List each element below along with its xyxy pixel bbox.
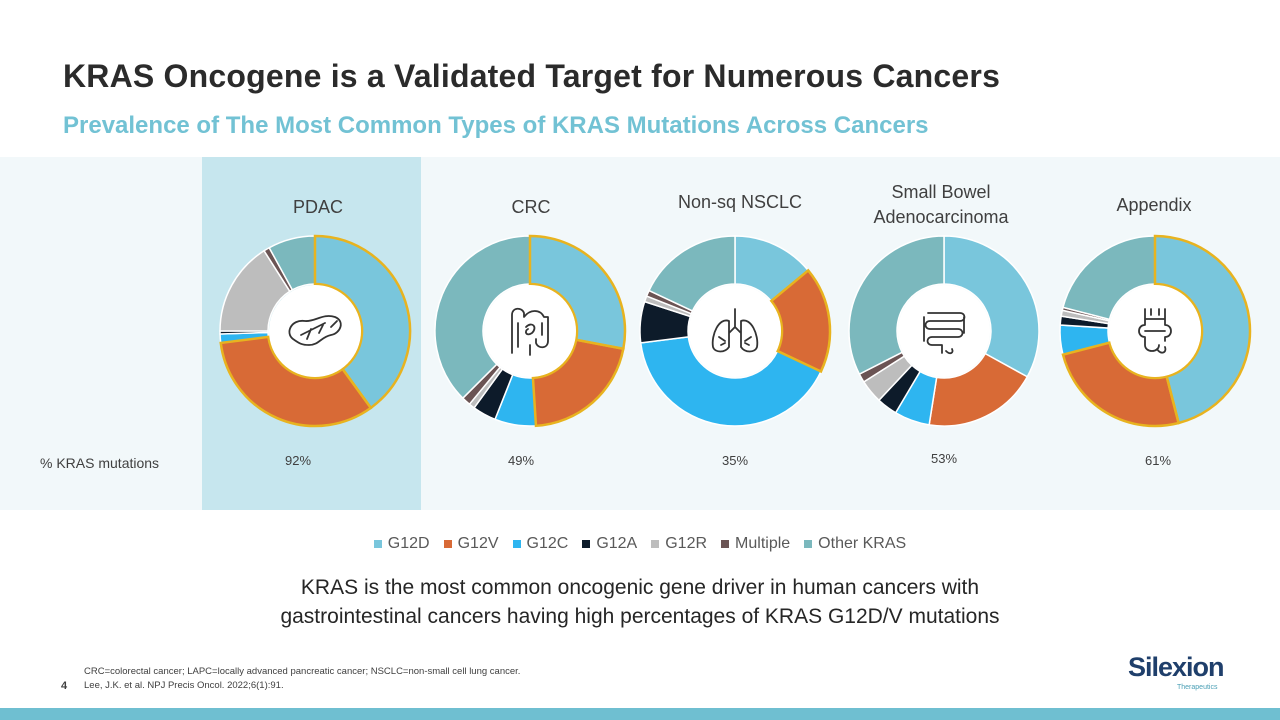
legend-swatch (512, 540, 521, 548)
pancreas-icon (288, 315, 342, 346)
legend-swatch (804, 540, 813, 548)
kras-pct-small-bowel: 53% (930, 451, 958, 466)
footnote-reference: Lee, J.K. et al. NPJ Precis Oncol. 2022;… (84, 680, 284, 691)
logo-tagline: Therapeutics (1177, 684, 1218, 691)
small-bowel-icon-shape (923, 312, 966, 355)
kras-pct-appendix: 61% (1144, 453, 1172, 468)
donut-center-small-bowel (898, 285, 990, 377)
legend-label: Other KRAS (818, 535, 907, 552)
legend-item: Other KRAS (804, 535, 906, 553)
donut-center-nsclc (689, 285, 781, 377)
legend-item: G12V (443, 535, 499, 553)
legend-label: Multiple (735, 535, 791, 552)
colon-icon-shape (511, 307, 549, 356)
donut-highlight-appendix (1061, 341, 1181, 428)
donut-slice-small-bowel-other-kras (848, 235, 945, 376)
donut-center-crc (484, 285, 576, 377)
appendix-icon-shape (1138, 308, 1172, 354)
chart-title-small-bowel: Small Bowel Adenocarcinoma (873, 182, 1009, 227)
donut-highlight-crc (528, 234, 627, 351)
kras-pct-crc: 49% (507, 453, 535, 468)
chart-title-crc: CRC (511, 197, 551, 217)
kras-mutations-label: % KRAS mutations (40, 455, 160, 471)
legend-item: G12A (582, 535, 637, 553)
kras-pct-pdac: 92% (284, 453, 312, 468)
lungs-icon-shape (711, 308, 759, 353)
lungs-icon (711, 308, 759, 353)
legend-label: G12V (457, 535, 499, 552)
donut-center-pdac (269, 285, 361, 377)
donut-slice-crc-other-kras (434, 235, 531, 400)
legend-swatch (443, 540, 452, 548)
donut-highlight-pdac (313, 234, 412, 410)
statement-line-2: gastrointestinal cancers having high per… (280, 605, 1000, 628)
legend-item: G12D (373, 535, 430, 553)
slide-subtitle: Prevalence of The Most Common Types of K… (63, 112, 929, 139)
legend-swatch (373, 540, 382, 548)
legend-swatch (582, 540, 591, 548)
chart-title-appendix: Appendix (1116, 195, 1192, 215)
donut-slice-appendix-other-kras (1062, 235, 1156, 321)
kras-pct-nsclc: 35% (721, 453, 749, 468)
page-number: 4 (61, 680, 68, 692)
footnote-abbreviations: CRC=colorectal cancer; LAPC=locally adva… (84, 666, 521, 677)
donut-slice-nsclc-g12c (639, 336, 822, 427)
statement-line-1: KRAS is the most common oncogenic gene d… (300, 576, 980, 599)
donut-highlight-appendix (1153, 234, 1252, 425)
donut-highlight-nsclc (769, 268, 832, 374)
legend-label: G12R (665, 535, 708, 552)
silexion-logo: Silexion (1128, 652, 1225, 682)
donut-slice-nsclc-other-kras (648, 235, 736, 312)
chart-title-pdac: PDAC (292, 197, 343, 217)
legend-swatch (721, 540, 730, 548)
chart-legend: G12D G12V G12C G12A G12R Multiple Other … (0, 535, 1280, 553)
colon-icon (511, 307, 549, 356)
key-statement: KRAS is the most common oncogenic gene d… (140, 573, 1140, 631)
legend-item: G12R (651, 535, 707, 553)
bottom-accent-bar (0, 708, 1280, 720)
legend-swatch (651, 540, 660, 548)
donut-highlight-crc (531, 338, 625, 428)
small-bowel-icon (923, 312, 966, 355)
legend-item: Multiple (721, 535, 790, 553)
legend-item: G12C (512, 535, 569, 553)
legend-label: G12C (526, 535, 569, 552)
pancreas-icon-shape (288, 315, 342, 346)
slide-title: KRAS Oncogene is a Validated Target for … (63, 58, 1001, 94)
chart-title-nsclc: Non-sq NSCLC (677, 192, 803, 212)
appendix-icon (1138, 308, 1172, 354)
legend-label: G12A (596, 535, 638, 552)
donut-slice-small-bowel-g12d (943, 235, 1040, 378)
donut-highlight-pdac (219, 335, 373, 428)
legend-label: G12D (387, 535, 430, 552)
